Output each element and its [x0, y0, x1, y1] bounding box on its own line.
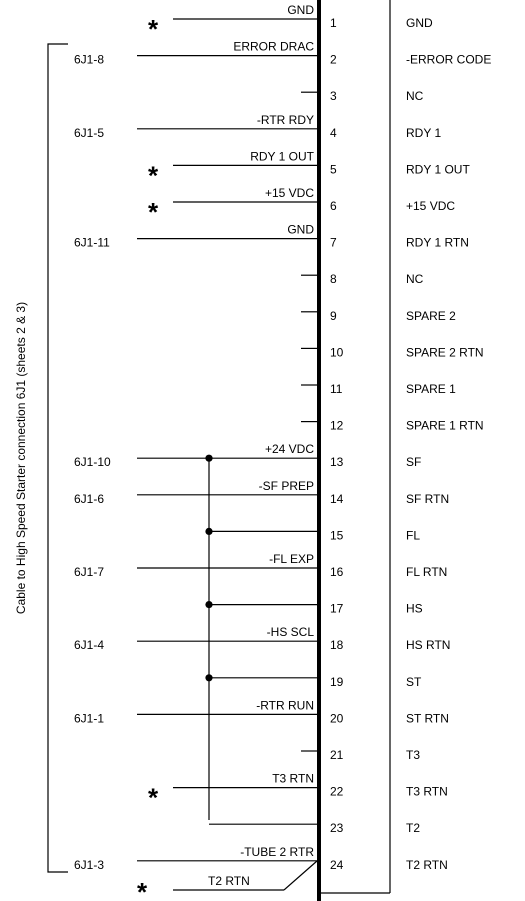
signal-name: SPARE 2 RTN [406, 345, 484, 359]
connector-ref: 6J1-7 [74, 565, 104, 579]
wire-label: -HS SCL [267, 625, 315, 639]
junction-dot [205, 527, 213, 536]
extra-wire-star: * [137, 877, 148, 901]
cable-bracket [47, 43, 68, 873]
star-marker: * [148, 197, 159, 227]
pin-number: 3 [330, 89, 337, 103]
junction-dot [205, 674, 213, 682]
pin-number: 1 [330, 16, 337, 30]
signal-name: NC [406, 272, 424, 286]
signal-name: T3 RTN [406, 785, 448, 799]
junction-dot [205, 601, 213, 609]
pin-number: 16 [330, 565, 344, 579]
star-marker: * [148, 783, 159, 813]
pin-number: 2 [330, 53, 337, 67]
signal-name: T2 RTN [406, 858, 448, 872]
pin-number: 13 [330, 455, 344, 469]
extra-wire-label: T2 RTN [208, 874, 250, 888]
pin-number: 17 [330, 602, 344, 616]
signal-name: SF RTN [406, 492, 449, 506]
signal-name: SPARE 1 [406, 382, 456, 396]
pin-number: 11 [330, 382, 343, 396]
connector-ref: 6J1-4 [74, 638, 104, 652]
star-marker: * [148, 160, 159, 190]
wire-label: -TUBE 2 RTR [240, 845, 314, 859]
pin-number: 22 [330, 785, 344, 799]
signal-name: RDY 1 RTN [406, 236, 469, 250]
signal-name: T2 [406, 821, 420, 835]
wire-label: -SF PREP [259, 479, 314, 493]
pin-number: 5 [330, 162, 337, 176]
pin-number: 6 [330, 199, 337, 213]
connector-ref: 6J1-10 [74, 455, 111, 469]
connector-ref: 6J1-1 [74, 711, 104, 725]
pin-number: 7 [330, 236, 337, 250]
junction-dot [205, 454, 213, 462]
pin-number: 15 [330, 528, 344, 542]
extra-wire-diagonal [283, 860, 318, 891]
cable-side-label: Cable to High Speed Starter connection 6… [14, 302, 28, 614]
pin-number: 12 [330, 419, 344, 433]
wire-label: +15 VDC [265, 186, 314, 200]
signal-name: NC [406, 89, 424, 103]
signal-name: SPARE 2 [406, 309, 456, 323]
wire-label: -RTR RUN [256, 698, 314, 712]
pin-number: 19 [330, 675, 344, 689]
signal-name: ST RTN [406, 711, 449, 725]
signal-name: ST [406, 675, 422, 689]
wire-label: +24 VDC [265, 442, 314, 456]
star-marker: * [148, 14, 159, 44]
signal-name: RDY 1 OUT [406, 162, 470, 176]
wire-label: -RTR RDY [257, 113, 314, 127]
extra-wire: T2 RTN * [137, 860, 318, 901]
pin-number: 8 [330, 272, 337, 286]
wire-label: RDY 1 OUT [250, 149, 314, 163]
signal-name: T3 [406, 748, 420, 762]
pin-number: 21 [330, 748, 344, 762]
wire-label: ERROR DRAC [233, 40, 314, 54]
signal-name: HS [406, 602, 423, 616]
signal-name: FL RTN [406, 565, 447, 579]
signal-name: +15 VDC [406, 199, 455, 213]
connector-ref: 6J1-11 [74, 236, 110, 250]
pin-number: 18 [330, 638, 344, 652]
signal-name: SF [406, 455, 421, 469]
wire-label: GND [287, 223, 314, 237]
signal-name: HS RTN [406, 638, 450, 652]
signal-name: -ERROR CODE [406, 53, 491, 67]
pin-number: 23 [330, 821, 344, 835]
signal-name: FL [406, 528, 420, 542]
pin-number: 9 [330, 309, 337, 323]
wire-label: T3 RTN [272, 772, 314, 786]
pin-number: 10 [330, 345, 344, 359]
pin-number: 14 [330, 492, 344, 506]
pin-rows: 1 GND GND * 2 -ERROR CODE ERROR DRAC 6J1-8 3 NC 4 R… [74, 3, 491, 872]
wire-label: -FL EXP [269, 552, 314, 566]
connector-ref: 6J1-3 [74, 858, 104, 872]
connector-ref: 6J1-8 [74, 53, 104, 67]
pin-number: 24 [330, 858, 344, 872]
signal-name: SPARE 1 RTN [406, 419, 484, 433]
signal-name: RDY 1 [406, 126, 441, 140]
pin-number: 20 [330, 711, 344, 725]
connector-ref: 6J1-5 [74, 126, 104, 140]
connector-ref: 6J1-6 [74, 492, 104, 506]
wire-label: GND [287, 3, 314, 17]
signal-name: GND [406, 16, 433, 30]
pin-number: 4 [330, 126, 337, 140]
